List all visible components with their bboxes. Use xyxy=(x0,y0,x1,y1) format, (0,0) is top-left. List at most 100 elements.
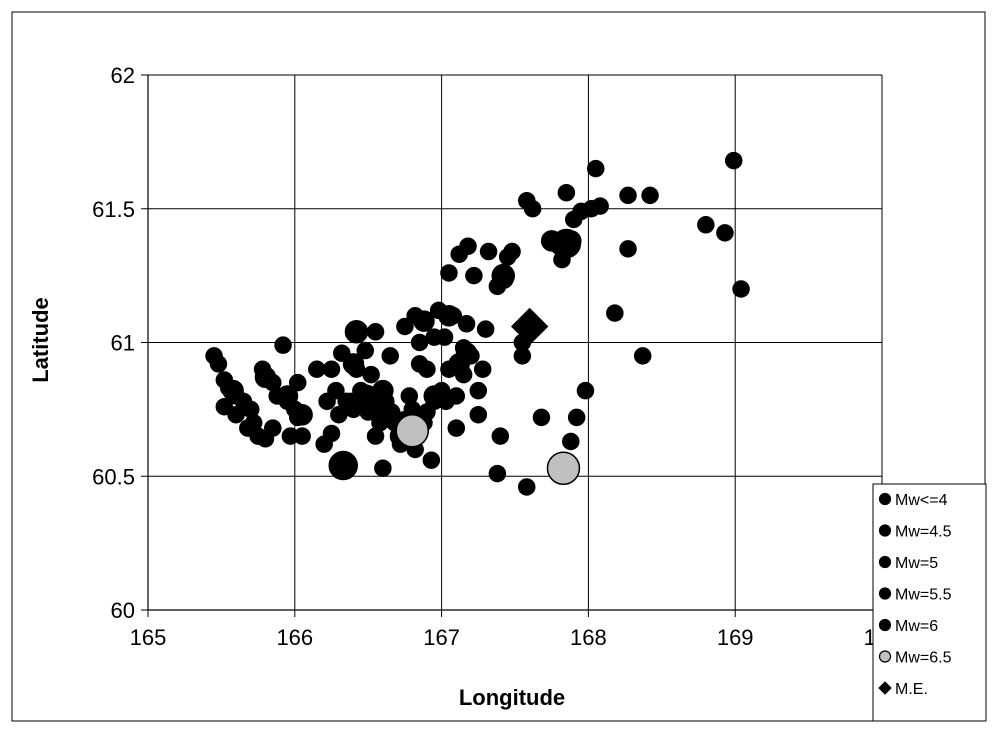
data-point xyxy=(440,264,458,282)
x-tick-label: 166 xyxy=(276,625,313,650)
data-point xyxy=(567,408,586,427)
data-point xyxy=(532,408,551,427)
x-axis-title: Longitude xyxy=(459,685,565,710)
legend-marker xyxy=(878,587,892,600)
data-point xyxy=(523,200,542,218)
axes xyxy=(141,74,883,617)
legend-label: Mw=6.5 xyxy=(895,650,952,667)
data-point xyxy=(473,360,492,378)
data-points xyxy=(205,151,750,496)
data-point xyxy=(422,451,441,469)
data-point xyxy=(447,419,466,437)
data-point xyxy=(479,242,498,261)
data-point xyxy=(546,451,581,485)
data-point xyxy=(322,424,341,443)
x-tick-label: 169 xyxy=(717,625,754,650)
y-tick-label: 62 xyxy=(111,63,135,88)
data-point xyxy=(396,317,414,336)
data-point xyxy=(374,459,392,477)
data-point xyxy=(491,263,516,288)
data-point xyxy=(469,405,488,424)
x-tick-label: 167 xyxy=(423,625,460,650)
data-point xyxy=(551,228,582,259)
data-point xyxy=(418,360,436,378)
data-point xyxy=(410,333,429,352)
y-tick-label: 61 xyxy=(111,331,135,356)
data-point xyxy=(455,342,478,364)
y-tick-label: 60.5 xyxy=(92,464,135,489)
data-point xyxy=(368,394,392,419)
data-point xyxy=(274,336,292,354)
data-point xyxy=(476,320,495,338)
data-point xyxy=(435,328,454,346)
data-point xyxy=(716,224,734,242)
y-tick-label: 61.5 xyxy=(92,197,135,222)
data-point xyxy=(395,414,429,448)
legend-label: Mw<=4 xyxy=(895,492,948,509)
data-point xyxy=(503,242,521,261)
data-point xyxy=(342,353,365,375)
data-point xyxy=(606,304,624,322)
data-point xyxy=(697,216,715,234)
data-point xyxy=(562,432,580,451)
data-point xyxy=(619,240,637,258)
data-point xyxy=(438,305,460,327)
data-point xyxy=(288,373,307,392)
data-point xyxy=(517,478,536,496)
chart-border xyxy=(11,11,986,722)
legend-label: M.E. xyxy=(895,681,928,698)
data-point xyxy=(491,427,510,445)
data-point xyxy=(327,381,345,400)
legend-marker xyxy=(878,524,892,537)
data-point xyxy=(641,186,659,205)
y-axis-title: Latitude xyxy=(28,297,53,383)
data-point xyxy=(322,360,341,378)
data-point-main-event xyxy=(510,307,549,346)
data-point xyxy=(256,430,275,448)
legend-box xyxy=(872,483,987,722)
data-point xyxy=(308,360,326,378)
data-point xyxy=(724,151,743,170)
data-point xyxy=(576,381,595,400)
legend-marker xyxy=(878,492,892,506)
legend-marker xyxy=(878,555,892,569)
data-point xyxy=(586,159,605,178)
x-tick-label: 168 xyxy=(570,625,607,650)
legend-marker xyxy=(878,650,892,663)
data-point xyxy=(344,320,369,344)
legend-marker xyxy=(878,618,892,632)
data-point xyxy=(381,347,399,365)
data-point xyxy=(362,365,380,384)
data-point xyxy=(423,385,446,407)
data-point xyxy=(209,355,228,373)
data-point xyxy=(469,381,488,400)
data-point xyxy=(591,197,609,215)
legend-label: Mw=6 xyxy=(895,618,938,635)
data-point xyxy=(459,237,477,255)
x-tick-label: 165 xyxy=(130,625,167,650)
data-point xyxy=(291,403,313,426)
data-point xyxy=(413,310,435,332)
legend-label: Mw=5 xyxy=(895,555,938,572)
legend-label: Mw=5.5 xyxy=(895,587,952,604)
data-point xyxy=(633,347,652,365)
data-point xyxy=(619,186,637,205)
legend-marker-diamond xyxy=(878,681,892,695)
data-point xyxy=(457,315,476,333)
data-point xyxy=(418,403,436,421)
data-point xyxy=(366,323,385,341)
y-tick-label: 60 xyxy=(111,598,135,623)
data-point xyxy=(328,450,358,481)
data-point xyxy=(281,427,300,445)
data-point xyxy=(227,405,245,424)
data-point xyxy=(254,366,277,389)
data-point xyxy=(465,266,483,285)
data-point xyxy=(488,464,507,483)
data-point xyxy=(732,280,750,298)
data-point xyxy=(344,400,363,419)
data-point xyxy=(557,183,576,202)
data-point xyxy=(276,385,299,407)
data-point xyxy=(356,341,375,360)
